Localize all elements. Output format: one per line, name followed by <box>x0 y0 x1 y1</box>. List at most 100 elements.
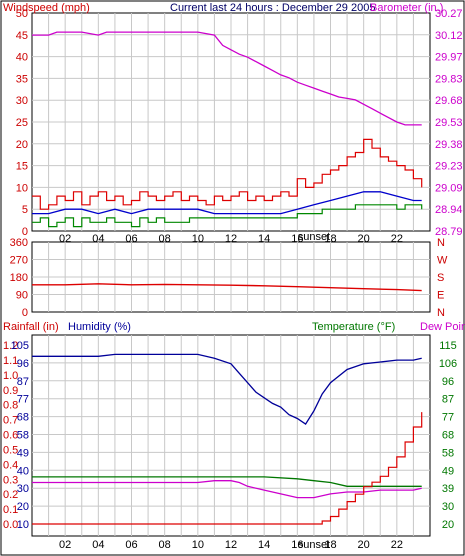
rainfall-tick-label: 1.0 <box>3 370 18 382</box>
hour-tick-label: 08 <box>159 539 171 551</box>
compass-tick-label: N <box>437 237 445 249</box>
rainfall-title: Rainfall (in) <box>3 321 59 333</box>
temperature-tick-label: 77 <box>442 412 454 424</box>
humidity-tick-label: 20 <box>17 501 29 513</box>
panel1-series <box>32 31 423 228</box>
dewpoint-series <box>32 480 422 499</box>
temp-humidity-rain-panel: Rainfall (in) Humidity (%) Temperature (… <box>3 321 465 551</box>
windspeed-axis-ticks: 0 5 10 15 20 25 30 35 40 45 50 <box>16 8 28 238</box>
windspeed-tick-label: 10 <box>16 182 28 194</box>
humidity-tick-label: 40 <box>17 465 29 477</box>
temperature-tick-label: 68 <box>442 430 454 442</box>
compass-tick-label: W <box>437 255 448 267</box>
rainfall-humidity-ticks: 0.00.10.20.30.40.50.60.70.80.91.01.11.21… <box>3 340 29 531</box>
humidity-tick-label: 10 <box>17 519 29 531</box>
temperature-tick-label: 49 <box>442 465 454 477</box>
degree-tick-label: 270 <box>10 255 28 267</box>
windspeed-tick-label: 45 <box>16 30 28 42</box>
hour-tick-label: 20 <box>358 539 370 551</box>
rainfall-tick-label: 0.4 <box>3 459 18 471</box>
humidity-tick-label: 30 <box>17 483 29 495</box>
barometer-tick-label: 28.79 <box>435 226 463 238</box>
barometer-tick-label: 29.09 <box>435 182 463 194</box>
temperature-tick-label: 106 <box>439 358 457 370</box>
barometer-tick-label: 30.12 <box>435 30 463 42</box>
wind-average-series <box>32 191 422 215</box>
hour-tick-label: 10 <box>192 539 204 551</box>
rainfall-series <box>32 412 423 525</box>
dewpoint-title: Dew Point <box>420 321 465 333</box>
rainfall-tick-label: 0.0 <box>3 519 18 531</box>
rainfall-tick-label: 1.1 <box>3 355 18 367</box>
temperature-title: Temperature (°F) <box>312 321 395 333</box>
hour-tick-label: 16 <box>291 539 303 551</box>
temperature-tick-label: 87 <box>442 394 454 406</box>
windspeed-tick-label: 0 <box>22 226 28 238</box>
sunset-label: sunset <box>298 231 330 243</box>
humidity-tick-label: 77 <box>17 394 29 406</box>
degree-tick-label: 90 <box>16 290 28 302</box>
barometer-series <box>32 31 422 126</box>
rainfall-tick-label: 0.2 <box>3 489 18 501</box>
wind-low-series <box>32 204 423 228</box>
windspeed-tick-label: 20 <box>16 139 28 151</box>
wind-gust-series <box>32 138 423 210</box>
degree-tick-label: 180 <box>10 272 28 284</box>
barometer-tick-label: 30.27 <box>435 8 463 20</box>
rainfall-tick-label: 0.8 <box>3 400 18 412</box>
temperature-ticks: 20 30 39 49 58 68 77 87 96 106 115 <box>439 340 457 531</box>
compass-tick-label: S <box>437 272 444 284</box>
humidity-tick-label: 49 <box>17 447 29 459</box>
panel3-series <box>32 353 423 525</box>
windspeed-title: Windspeed (mph) <box>3 2 90 14</box>
humidity-title: Humidity (%) <box>68 321 131 333</box>
temperature-tick-label: 58 <box>442 447 454 459</box>
windspeed-tick-label: 50 <box>16 8 28 20</box>
barometer-title: Barometer (in.) <box>370 2 443 14</box>
windspeed-tick-label: 35 <box>16 73 28 85</box>
windspeed-tick-label: 30 <box>16 95 28 107</box>
rainfall-tick-label: 0.9 <box>3 385 18 397</box>
direction-degree-ticks: 0 90 180 270 360 <box>10 237 28 319</box>
hour-tick-label: 12 <box>225 539 237 551</box>
rainfall-tick-label: 0.6 <box>3 430 18 442</box>
temperature-tick-label: 115 <box>439 340 457 352</box>
compass-tick-label: E <box>437 290 444 302</box>
rainfall-tick-label: 0.1 <box>3 504 18 516</box>
hour-tick-label: 04 <box>92 539 104 551</box>
direction-series <box>32 283 422 292</box>
barometer-tick-label: 29.83 <box>435 73 463 85</box>
rainfall-tick-label: 0.7 <box>3 415 18 427</box>
barometer-tick-label: 29.38 <box>435 139 463 151</box>
rainfall-tick-label: 0.3 <box>3 474 18 486</box>
panel2-grid <box>32 242 430 312</box>
wind-direction-series <box>32 283 422 292</box>
humidity-tick-label: 68 <box>17 412 29 424</box>
humidity-series <box>32 353 422 426</box>
windspeed-tick-label: 5 <box>22 204 28 216</box>
hour-tick-label: 06 <box>125 539 137 551</box>
humidity-tick-label: 105 <box>11 340 29 352</box>
rainfall-tick-label: 1.2 <box>3 340 18 352</box>
hour-tick-label: 14 <box>258 539 270 551</box>
compass-tick-label: N <box>437 307 445 319</box>
rainfall-tick-label: 0.5 <box>3 444 18 456</box>
current-title: Current last 24 hours : December 29 2005 <box>170 2 375 14</box>
barometer-tick-label: 29.97 <box>435 52 463 64</box>
barometer-tick-label: 29.68 <box>435 95 463 107</box>
windspeed-tick-label: 25 <box>16 117 28 129</box>
temperature-tick-label: 20 <box>442 519 454 531</box>
barometer-tick-label: 29.23 <box>435 161 463 173</box>
temperature-tick-label: 30 <box>442 501 454 513</box>
degree-tick-label: 360 <box>10 237 28 249</box>
barometer-tick-label: 28.94 <box>435 204 463 216</box>
temperature-tick-label: 96 <box>442 376 454 388</box>
barometer-axis-ticks: 28.79 28.94 29.09 29.23 29.38 29.53 29.68 29.83… <box>435 8 463 238</box>
humidity-tick-label: 96 <box>17 358 29 370</box>
degree-tick-label: 0 <box>22 307 28 319</box>
sunset-label: sunset <box>298 539 330 551</box>
